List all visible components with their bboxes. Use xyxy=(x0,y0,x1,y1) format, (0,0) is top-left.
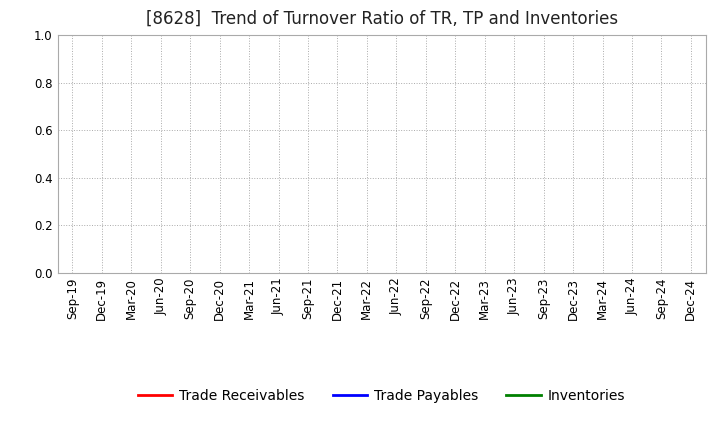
Title: [8628]  Trend of Turnover Ratio of TR, TP and Inventories: [8628] Trend of Turnover Ratio of TR, TP… xyxy=(145,10,618,28)
Legend: Trade Receivables, Trade Payables, Inventories: Trade Receivables, Trade Payables, Inven… xyxy=(132,383,631,408)
